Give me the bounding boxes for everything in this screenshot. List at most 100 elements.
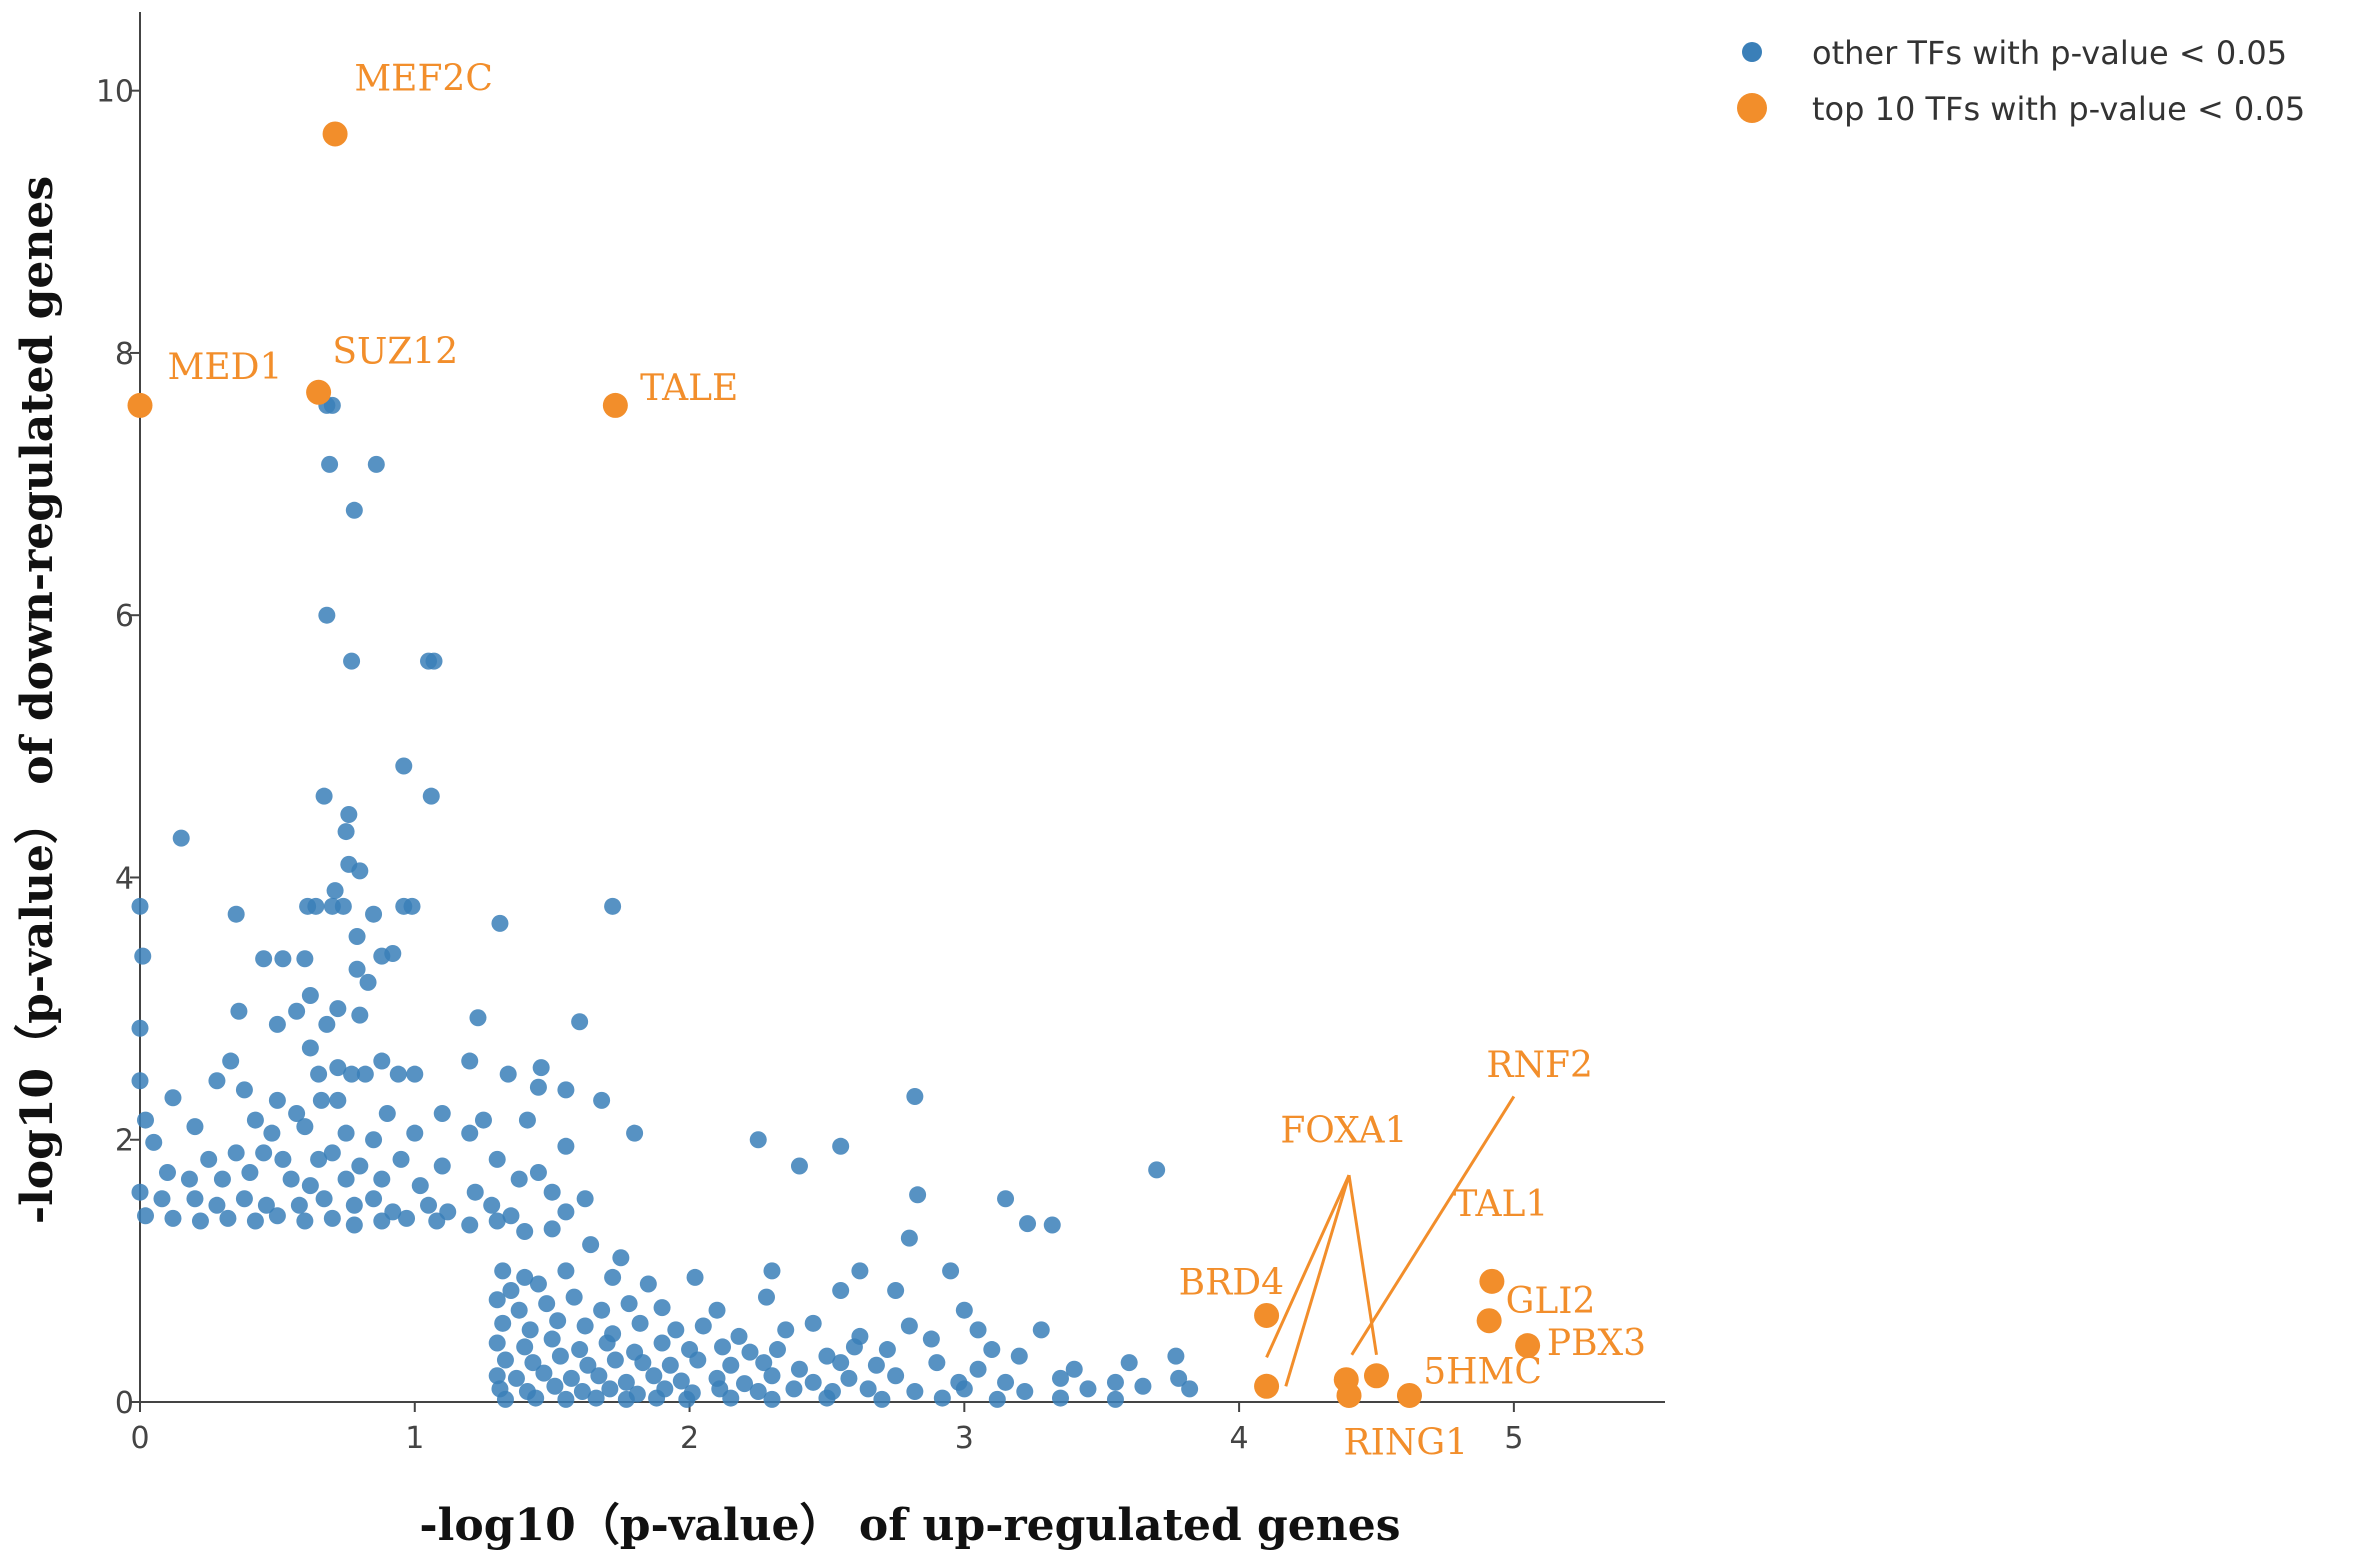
data-point-other [969,1321,987,1339]
data-point-other [928,1354,946,1372]
data-point-top [1336,1382,1362,1408]
series-other-tfs [131,396,1199,1408]
data-point-other [653,1334,671,1352]
data-point-other [579,1356,597,1374]
data-point-other [887,1367,905,1385]
data-point-other [730,1327,748,1345]
data-point-other [268,1091,286,1109]
data-point-other [461,1216,479,1234]
data-point-other [365,1131,383,1149]
data-point-other [873,1390,891,1408]
data-point-other [296,950,314,968]
data-point-other [491,914,509,932]
data-point-other [488,1367,506,1385]
data-point-other [488,1334,506,1352]
data-point-other [222,1052,240,1070]
data-point-other [1010,1347,1028,1365]
data-point-other [840,1369,858,1387]
data-point-other [510,1301,528,1319]
data-point-other [906,1087,924,1105]
data-point-other [420,1196,438,1214]
data-point-other [741,1343,759,1361]
data-point-other [172,829,190,847]
data-point-other [329,1091,347,1109]
data-point-other [617,1390,635,1408]
x-tick-label: 3 [955,1421,974,1456]
data-point-other [494,1314,512,1332]
data-point-other [749,1131,767,1149]
data-point-other [571,1341,589,1359]
data-point-other [246,1111,264,1129]
data-point-other [988,1390,1006,1408]
data-point-other [474,1111,492,1129]
data-point-other [365,1190,383,1208]
data-point-other [351,1157,369,1175]
data-point-top [1476,1308,1502,1334]
data-point-other [686,1268,704,1286]
data-point-other [200,1150,218,1168]
data-point-other [634,1354,652,1372]
data-point-other [326,882,344,900]
data-point-other [859,1380,877,1398]
data-point-other [527,1389,545,1407]
data-point-other [499,1065,517,1083]
data-point-other [356,1065,374,1083]
data-point-other [318,606,336,624]
data-point-other [516,1268,534,1286]
data-point-other [571,1013,589,1031]
data-point-other [263,1124,281,1142]
annotation-label: TAL1 [1453,1184,1548,1225]
data-point-other [1148,1161,1166,1179]
data-point-other [922,1330,940,1348]
data-point-other [1019,1215,1037,1233]
annotation-label: RNF2 [1486,1045,1593,1086]
data-point-other [329,1059,347,1077]
data-point-other [763,1367,781,1385]
data-point-other [736,1375,754,1393]
data-point-other [804,1314,822,1332]
data-point-top [1254,1302,1280,1328]
data-point-other [763,1390,781,1408]
data-point-other [708,1301,726,1319]
data-point-other [1051,1369,1069,1387]
data-point-other [518,1111,536,1129]
annotation-label: MEF2C [354,59,493,100]
annotation-label: RING1 [1344,1422,1469,1463]
data-point-other [604,1268,622,1286]
data-point-other [768,1341,786,1359]
data-point-other [818,1347,836,1365]
data-point-other [337,1124,355,1142]
data-point-other [524,1354,542,1372]
data-point-other [296,1212,314,1230]
data-point-other [131,1072,149,1090]
legend-label-top: top 10 TFs with p-value < 0.05 [1812,90,2305,128]
data-point-other [535,1364,553,1382]
data-point-other [749,1383,767,1401]
data-point-other [301,1177,319,1195]
y-tick-label: 8 [115,337,134,372]
data-point-other [757,1288,775,1306]
data-point-other [785,1380,803,1398]
leader-foxa1-c [1347,1174,1378,1356]
data-point-other [164,1209,182,1227]
data-point-other [373,1212,391,1230]
data-point-other [469,1009,487,1027]
x-tick-label: 2 [680,1421,699,1456]
data-point-other [307,897,325,915]
data-point-other [521,1321,539,1339]
data-point-other [288,1105,306,1123]
data-point-other [310,1150,328,1168]
data-point-other [241,1164,259,1182]
leader-rnf2 [1350,1095,1516,1356]
data-point-other [136,1111,154,1129]
annotations: MEF2C MED1 SUZ12 TALE BRD4 FOXA1 RNF2 TAL1 GLI2P… [167,59,1646,1464]
data-point-other [268,1207,286,1225]
data-point-other [557,1081,575,1099]
data-point-other [158,1164,176,1182]
data-point-other [590,1367,608,1385]
data-point-other [546,1377,564,1395]
data-point-other [516,1338,534,1356]
data-point-other [689,1351,707,1369]
annotation-label: PBX3 [1547,1323,1646,1364]
data-point-other [900,1229,918,1247]
